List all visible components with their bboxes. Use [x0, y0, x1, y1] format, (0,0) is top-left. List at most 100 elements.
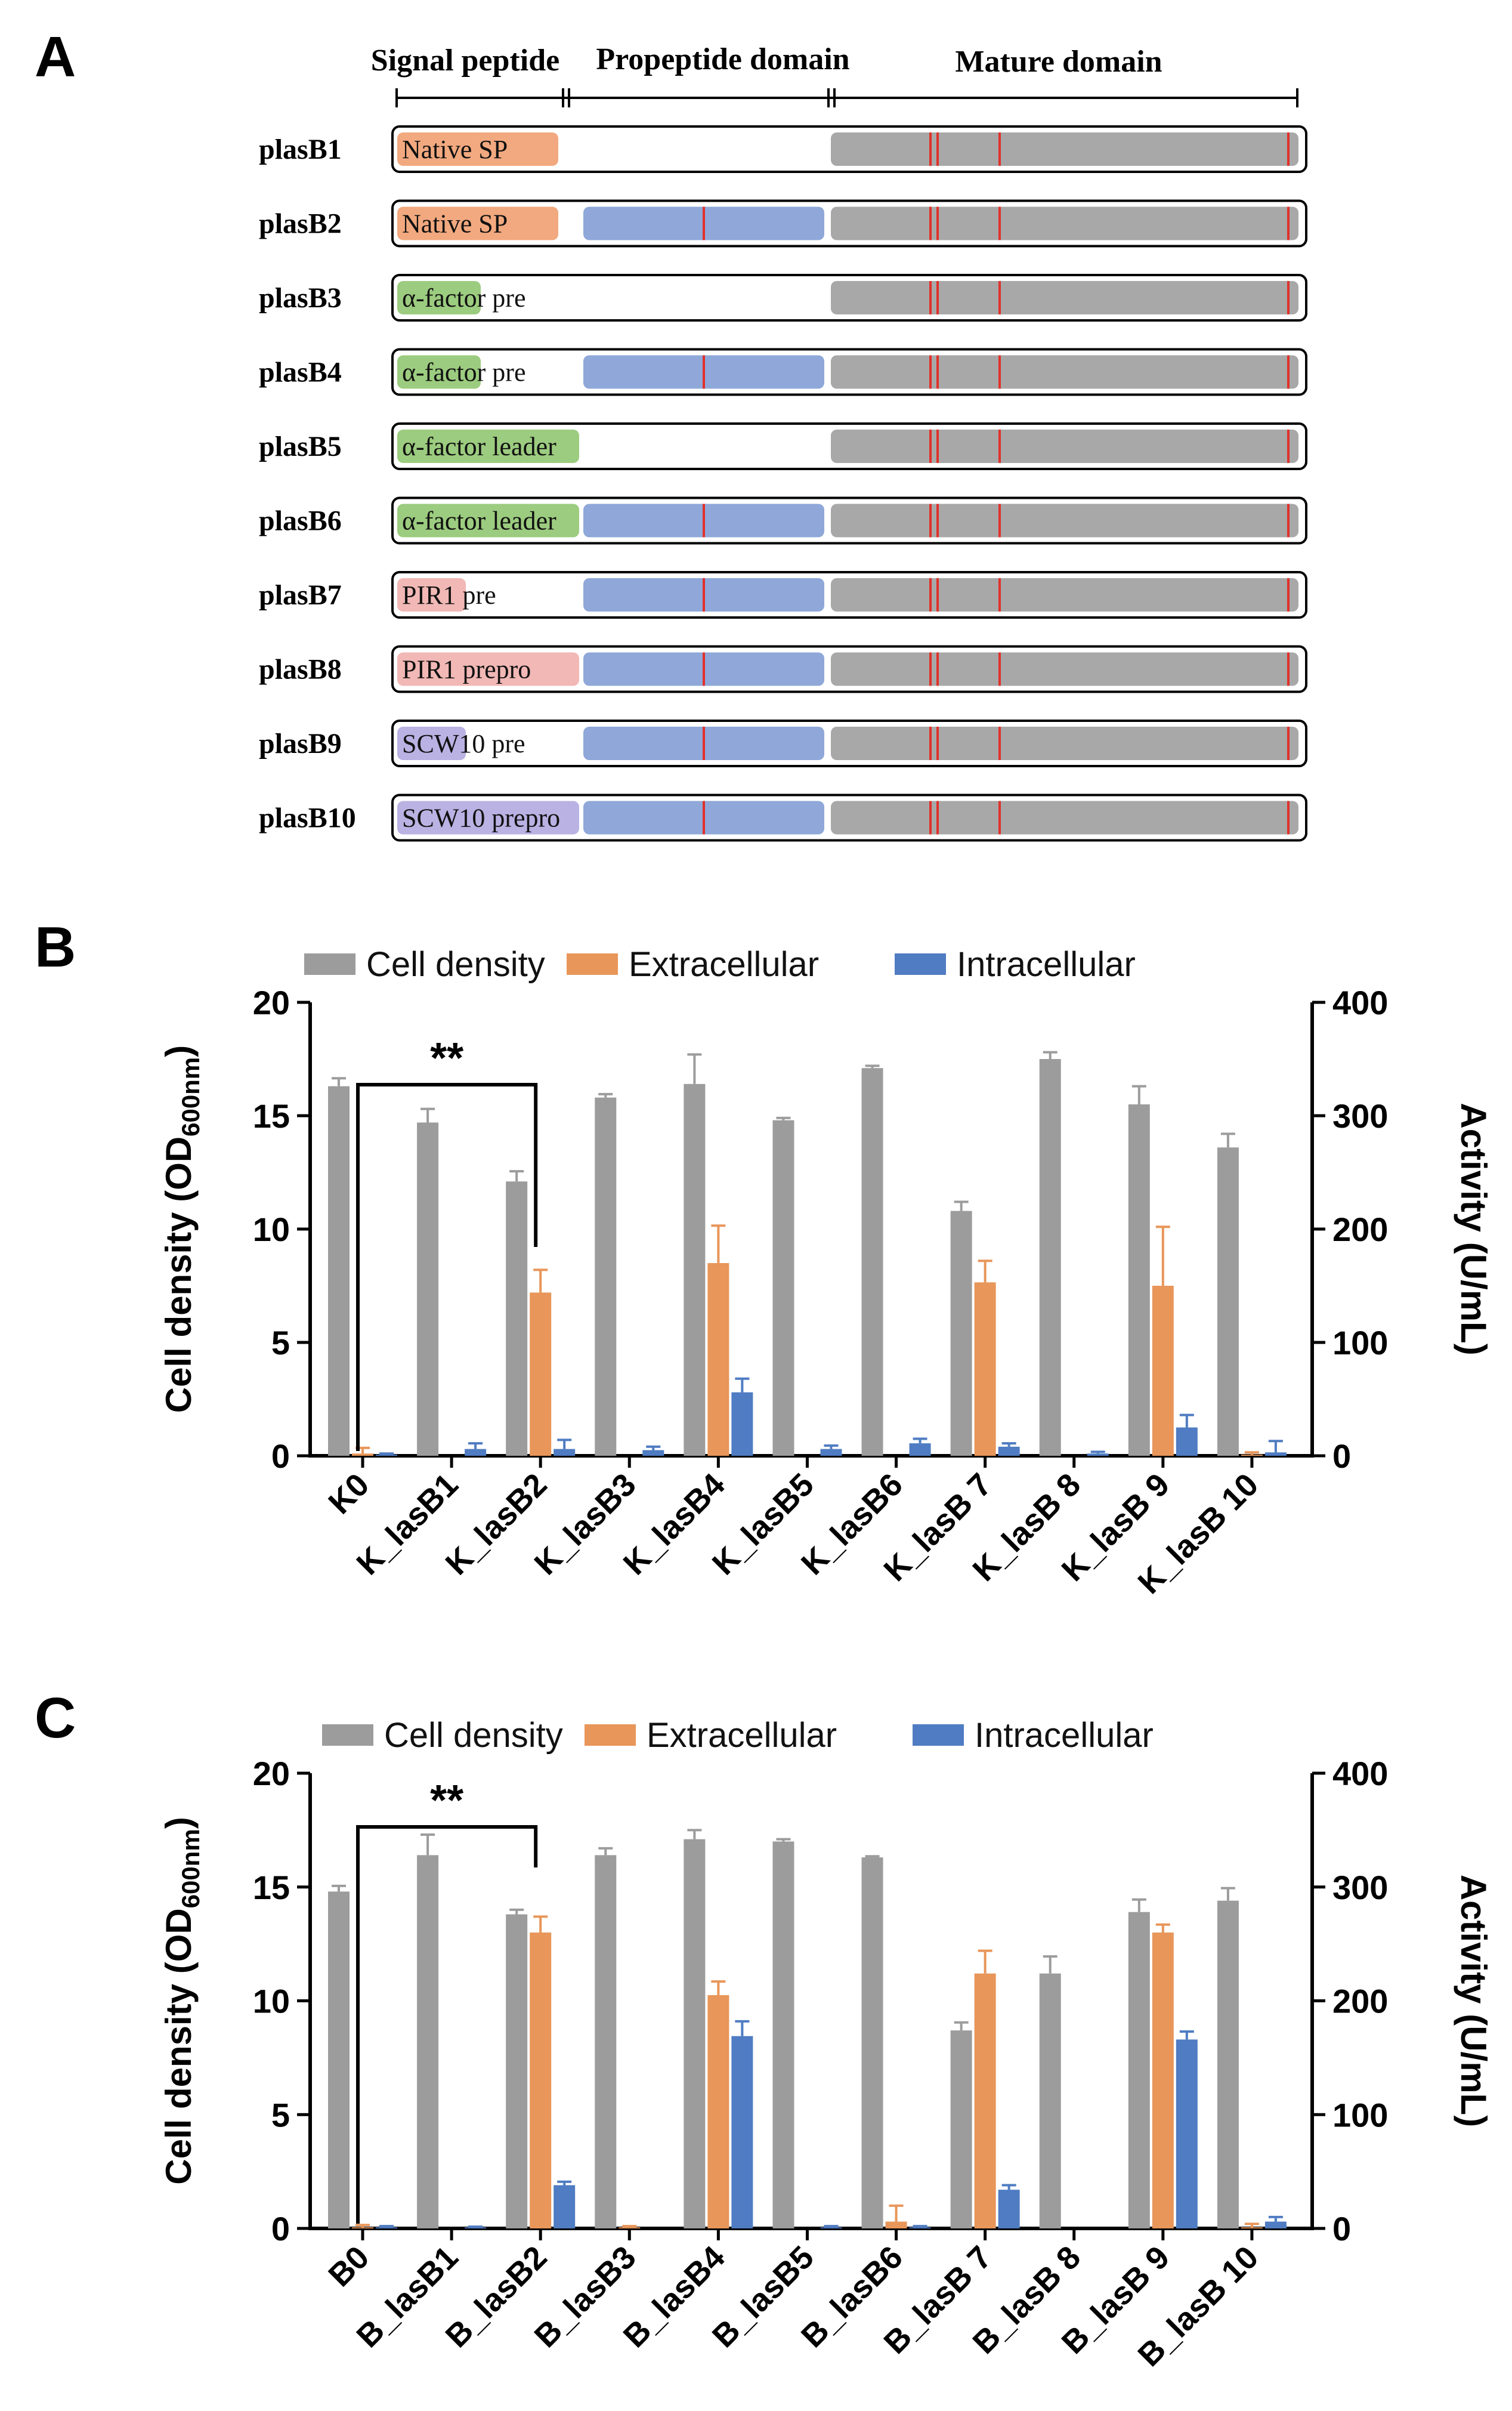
- bar-cell-density: [328, 1891, 350, 2228]
- signal-peptide-segment: [397, 281, 481, 314]
- y-left-tick-label: 20: [253, 1755, 290, 1792]
- legend-swatch: [895, 953, 946, 975]
- signal-peptide-label: α-factor pre: [402, 283, 525, 313]
- legend-swatch: [567, 953, 618, 975]
- bar-extracellular: [1152, 1286, 1174, 1456]
- signal-peptide-segment: [397, 727, 466, 760]
- bar-cell-density: [1217, 1147, 1239, 1456]
- significance-stars: **: [430, 1777, 463, 1825]
- header-signal-peptide: Signal peptide: [371, 44, 559, 78]
- y-left-tick-label: 0: [271, 1437, 290, 1475]
- mature-domain-segment: [831, 652, 1298, 686]
- construct-name: plasB5: [259, 431, 342, 462]
- mature-domain-segment: [831, 430, 1298, 463]
- signal-peptide-segment: [397, 206, 558, 240]
- y-right-tick-label: 0: [1332, 2210, 1351, 2248]
- bar-cell-density: [1217, 1900, 1239, 2228]
- mature-domain-segment: [831, 132, 1298, 166]
- bar-cell-density: [506, 1181, 528, 1456]
- x-tick-label: K0: [321, 1467, 376, 1521]
- construct-plasB5: plasB5 α-factor leader: [259, 422, 1307, 470]
- construct-plasB3: plasB3 α-factor pre: [259, 274, 1307, 322]
- signal-peptide-segment: [397, 504, 579, 538]
- y-left-tick-label: 10: [253, 1983, 290, 2020]
- bar-intracellular: [554, 2185, 576, 2228]
- bar-cell-density: [950, 1211, 972, 1456]
- construct-name: plasB10: [259, 802, 356, 834]
- header-propeptide-domain: Propeptide domain: [596, 42, 849, 76]
- panel-a-label: A: [35, 25, 76, 89]
- y-left-tick-label: 5: [271, 2096, 290, 2134]
- y-left-tick-label: 5: [271, 1324, 290, 1362]
- signal-peptide-label: SCW10 prepro: [402, 804, 560, 833]
- bar-intracellular: [376, 2227, 397, 2228]
- signal-peptide-segment: [397, 652, 579, 686]
- signal-peptide-label: PIR1 prepro: [402, 655, 531, 684]
- panel-label: B: [35, 915, 76, 979]
- bar-cell-density: [684, 1083, 706, 1456]
- bar-extracellular: [352, 2227, 373, 2228]
- legend-label: Extracellular: [647, 1716, 837, 1755]
- bar-intracellular: [1087, 1453, 1109, 1456]
- bar-intracellular: [1176, 1427, 1198, 1456]
- y-axis-right-title: Activity (U/mL): [1454, 1875, 1494, 2127]
- bar-extracellular: [707, 1995, 729, 2228]
- mature-domain-segment: [831, 727, 1298, 760]
- signal-peptide-label: PIR1 pre: [402, 581, 496, 610]
- bar-extracellular: [1241, 1455, 1263, 1456]
- construct-name: plasB7: [259, 579, 342, 611]
- construct-plasB9: plasB9 SCW10 pre: [259, 720, 1307, 767]
- header-mature-domain: Mature domain: [955, 45, 1162, 79]
- x-tick-label: B0: [321, 2239, 376, 2293]
- panel-a: A Signal peptide Propeptide domain Matur…: [35, 25, 1307, 842]
- significance-bracket: [356, 1825, 538, 2224]
- legend-label: Cell density: [366, 945, 545, 984]
- construct-name: plasB9: [259, 728, 342, 760]
- bar-extracellular: [974, 1973, 996, 2228]
- bar-intracellular: [1176, 2039, 1198, 2228]
- legend-label: Cell density: [384, 1716, 563, 1755]
- construct-plasB7: plasB7 PIR1 pre: [259, 571, 1307, 619]
- mature-domain-segment: [831, 206, 1298, 240]
- mature-domain-segment: [831, 355, 1298, 389]
- y-axis-left-title: Cell density (OD600nm): [159, 1817, 205, 2184]
- bar-extracellular: [885, 2221, 907, 2228]
- y-left-tick-label: 15: [253, 1869, 290, 1906]
- signal-peptide-label: α-factor pre: [402, 358, 525, 387]
- construct-name: plasB3: [259, 282, 342, 314]
- bar-cell-density: [417, 1122, 439, 1456]
- bar-intracellular: [1264, 1452, 1287, 1456]
- mature-domain-segment: [831, 281, 1298, 314]
- bar-cell-density: [1128, 1104, 1150, 1456]
- construct-name: plasB4: [259, 357, 342, 388]
- bar-intracellular: [998, 1446, 1020, 1456]
- construct-plasB6: plasB6 α-factor leader: [259, 496, 1307, 545]
- signal-peptide-label: α-factor leader: [402, 507, 556, 536]
- legend-label: Extracellular: [629, 945, 819, 984]
- y-right-tick-label: 100: [1332, 2096, 1388, 2134]
- signal-peptide-label: Native SP: [402, 209, 508, 239]
- bar-intracellular: [376, 1455, 397, 1456]
- bar-cell-density: [950, 2030, 972, 2228]
- panel-b-chart: B Cell density Extracellular Intracellular 0…: [35, 915, 1494, 1601]
- legend-swatch: [304, 953, 355, 975]
- mature-domain-segment: [831, 801, 1298, 835]
- y-right-tick-label: 300: [1332, 1869, 1388, 1906]
- construct-plasB2: plasB2 Native SP: [259, 199, 1307, 248]
- y-right-tick-label: 100: [1332, 1324, 1388, 1362]
- signal-peptide-label: SCW10 pre: [402, 729, 525, 758]
- legend-swatch: [585, 1724, 636, 1746]
- bar-extracellular: [707, 1263, 729, 1456]
- construct-name: plasB6: [259, 505, 342, 537]
- bar-intracellular: [909, 2227, 931, 2228]
- signal-peptide-segment: [397, 430, 579, 463]
- y-left-tick-label: 20: [253, 984, 290, 1021]
- bar-extracellular: [352, 1453, 373, 1456]
- y-right-tick-label: 300: [1332, 1097, 1388, 1135]
- legend-swatch: [913, 1724, 964, 1746]
- mature-domain-segment: [831, 504, 1298, 538]
- bar-extracellular: [530, 1932, 552, 2228]
- bar-cell-density: [861, 1857, 883, 2228]
- bar-cell-density: [684, 1839, 706, 2228]
- bar-extracellular: [974, 1282, 996, 1456]
